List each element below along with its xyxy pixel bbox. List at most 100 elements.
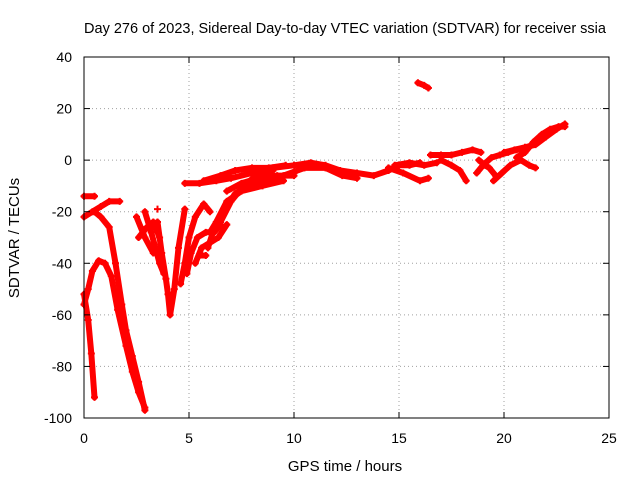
data-point (166, 311, 174, 319)
data-point (200, 200, 208, 208)
data-point (88, 267, 96, 275)
series-arc-arc-z (438, 157, 470, 184)
data-point (101, 259, 109, 267)
data-point (183, 270, 191, 278)
data-point (490, 177, 497, 185)
data-point (338, 172, 346, 180)
y-axis-label: SDTVAR / TECUs (6, 178, 23, 298)
data-point (322, 164, 329, 172)
data-point (525, 161, 533, 169)
data-point (128, 352, 136, 360)
series-arc-arc-i (154, 206, 188, 318)
y-tick-label: -40 (52, 255, 72, 271)
data-point (105, 223, 113, 231)
data-point (191, 259, 199, 267)
data-point (529, 138, 537, 146)
data-point (538, 130, 546, 138)
y-tick-label: -100 (44, 410, 72, 426)
data-point (555, 123, 563, 131)
series-arc-arc-v (385, 164, 432, 184)
data-point (227, 197, 235, 205)
data-point (414, 79, 422, 87)
x-axis-label: GPS time / hours (288, 458, 402, 475)
data-point (448, 161, 455, 169)
data-point (420, 161, 428, 169)
data-point (141, 208, 149, 216)
data-point (214, 234, 222, 241)
data-point (561, 123, 569, 131)
data-point (391, 161, 399, 169)
data-point (231, 166, 239, 174)
y-tick-label: 40 (56, 49, 72, 65)
data-point (198, 244, 206, 252)
data-point (105, 197, 113, 205)
data-point (513, 154, 521, 162)
data-point (193, 234, 201, 241)
data-point (532, 164, 539, 172)
data-point (135, 378, 143, 386)
data-point (200, 177, 208, 185)
data-point (385, 164, 392, 172)
data-point (84, 285, 92, 293)
data-point (223, 221, 231, 229)
data-point (521, 148, 529, 156)
data-point (181, 179, 189, 187)
data-point (122, 326, 130, 334)
plot-frame (83, 56, 610, 419)
data-point (206, 208, 214, 216)
data-point (154, 218, 161, 226)
data-point (191, 213, 199, 221)
data-point (91, 192, 98, 200)
series-arc-arc-w (391, 159, 440, 169)
data-point (238, 179, 245, 187)
data-point (473, 169, 481, 177)
data-point (141, 234, 149, 241)
y-tick-label: -80 (52, 358, 72, 374)
data-point (485, 164, 493, 172)
y-tick-label: 0 (64, 152, 72, 168)
data-point (265, 164, 273, 172)
data-point (158, 249, 166, 257)
axes: -100 -80 -60 -40 -20 0 20 40 0 5 10 15 20 25 (44, 49, 617, 446)
data-point (112, 259, 119, 267)
data-point (204, 244, 212, 252)
data-point (196, 179, 203, 187)
data-point (496, 151, 504, 159)
x-tick-label: 10 (286, 430, 302, 446)
data-point (399, 169, 407, 177)
data-point (147, 228, 155, 236)
data-point (202, 252, 210, 260)
data-point (187, 249, 195, 257)
chart-title: Day 276 of 2023, Sidereal Day-to-day VTE… (84, 21, 607, 37)
data-point (282, 161, 290, 169)
data-point (500, 148, 508, 156)
data-point (498, 169, 506, 177)
data-point (91, 393, 98, 401)
data-point (91, 208, 98, 216)
data-point (175, 244, 182, 252)
data-point (135, 234, 143, 241)
data-point (273, 172, 281, 180)
data-point (254, 174, 262, 182)
data-point (248, 164, 256, 172)
data-point (427, 151, 434, 159)
data-point (424, 84, 432, 92)
data-point (217, 218, 224, 226)
data-point (177, 280, 185, 288)
data-point (420, 81, 428, 89)
data-point (456, 166, 464, 174)
data-point (223, 187, 231, 195)
data-point (406, 159, 413, 167)
data-series (80, 79, 569, 414)
data-point (141, 406, 149, 414)
data-point (227, 174, 235, 182)
data-point (97, 203, 105, 211)
data-point (462, 177, 470, 185)
data-point (290, 161, 298, 169)
data-point (280, 172, 287, 180)
y-tick-label: 20 (56, 101, 72, 117)
data-point (416, 177, 424, 185)
data-point (95, 257, 103, 265)
series-arc-arc-c (81, 291, 98, 401)
